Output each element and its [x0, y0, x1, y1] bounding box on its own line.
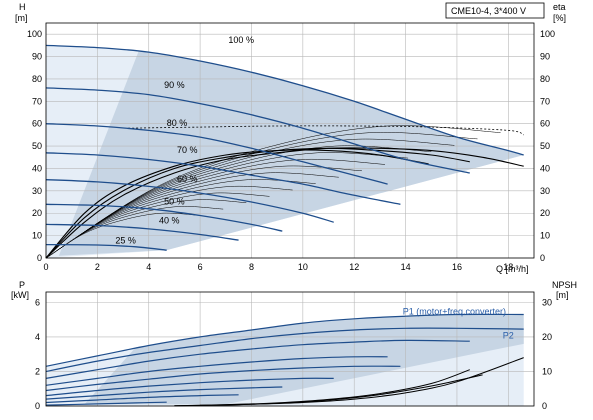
- power-ticks: 0 2 4 6 0 10 20 30: [35, 297, 552, 411]
- qh-y-tick-label: 0: [37, 253, 42, 263]
- qh-y-tick-label: 30: [32, 186, 42, 196]
- power-ylabel-left: P: [19, 280, 25, 290]
- power-y-tick-label: 6: [35, 297, 40, 307]
- qh-y-right-tick-label: 50: [540, 141, 550, 151]
- qh-y-right-tick-label: 40: [540, 163, 550, 173]
- power-curve: [45, 327, 524, 373]
- qh-yunit-left: [m]: [15, 13, 28, 23]
- qh-curves: [45, 44, 524, 259]
- qh-x-tick-label: 10: [298, 262, 308, 272]
- qh-yunit-right: [%]: [553, 13, 566, 23]
- qh-frame: [45, 22, 535, 259]
- power-curve: [45, 377, 334, 397]
- qh-y-right-tick-label: 100: [540, 29, 555, 39]
- power-series-label: P1 (motor+freq.converter): [403, 306, 506, 316]
- efficiency-curve: [45, 147, 524, 259]
- speed-curve: [45, 223, 239, 241]
- power-series-label: P2: [503, 331, 514, 341]
- qh-y-tick-label: 20: [32, 208, 42, 218]
- qh-xlabel: Q [m³/h]: [496, 264, 529, 274]
- speed-curve: [45, 243, 167, 251]
- qh-title-box: CME10-4, 3*400 V: [445, 2, 545, 19]
- npsh-y-tick-label: 20: [542, 332, 552, 342]
- speed-curve-label: 100 %: [228, 35, 254, 45]
- power-series-labels: P1 (motor+freq.converter) P2: [403, 306, 514, 340]
- power-frame: [45, 291, 535, 407]
- qh-x-tick-label: 12: [349, 262, 359, 272]
- speed-curve: [45, 152, 401, 205]
- speed-curve-label: 90 %: [164, 80, 185, 90]
- npsh-y-tick-label: 10: [542, 366, 552, 376]
- chart-title: CME10-4, 3*400 V: [451, 6, 526, 16]
- power-curve: [45, 401, 167, 406]
- npsh-y-tick-label: 0: [542, 401, 547, 411]
- speed-curve: [45, 44, 524, 156]
- qh-ticks: 0 2 4 6 8 10 12 14 16 18 0 10 20 30 40 50 60 70 80 90 100 0 10…: [27, 29, 555, 272]
- efficiency-curve: [45, 149, 429, 259]
- qh-y-right-tick-label: 60: [540, 119, 550, 129]
- qh-y-right-tick-label: 0: [540, 253, 545, 263]
- power-y-tick-label: 2: [35, 366, 40, 376]
- qh-ylabel-right: eta: [553, 2, 566, 12]
- qh-x-tick-label: 16: [452, 262, 462, 272]
- qh-y-tick-label: 60: [32, 119, 42, 129]
- qh-y-right-tick-label: 10: [540, 231, 550, 241]
- qh-x-tick-label: 18: [503, 262, 513, 272]
- power-curve: [45, 386, 283, 400]
- qh-x-tick-label: 8: [249, 262, 254, 272]
- npsh-y-tick-label: 30: [542, 297, 552, 307]
- qh-y-tick-label: 70: [32, 96, 42, 106]
- power-curve: [45, 313, 524, 367]
- qh-y-right-tick-label: 90: [540, 52, 550, 62]
- qh-y-right-tick-label: 20: [540, 208, 550, 218]
- speed-curve: [45, 179, 334, 223]
- qh-y-tick-label: 90: [32, 52, 42, 62]
- speed-curve-label: 50 %: [164, 196, 185, 206]
- speed-curve: [45, 203, 283, 232]
- power-curves: [45, 313, 524, 407]
- power-curve: [45, 394, 239, 404]
- qh-y-tick-label: 100: [27, 29, 42, 39]
- speed-curve-label: 70 %: [177, 145, 198, 155]
- power-y-tick-label: 0: [35, 401, 40, 411]
- qh-y-tick-label: 40: [32, 163, 42, 173]
- speed-curve-label: 80 %: [167, 118, 188, 128]
- speed-curve-label: 40 %: [159, 215, 180, 225]
- qh-y-tick-label: 10: [32, 231, 42, 241]
- npsh-curve: [174, 374, 483, 407]
- qh-speed-labels: 100 % 90 % 80 % 70 % 60 % 50 % 40 % 25 %: [115, 35, 254, 245]
- speed-curve: [45, 87, 470, 174]
- qh-y-right-tick-label: 80: [540, 74, 550, 84]
- max-efficiency-curve: [128, 125, 524, 136]
- qh-x-tick-label: 6: [198, 262, 203, 272]
- speed-curve-label: 60 %: [177, 174, 198, 184]
- qh-y-tick-label: 80: [32, 74, 42, 84]
- power-ylabel-right: NPSH: [552, 280, 577, 290]
- qh-x-tick-label: 14: [401, 262, 411, 272]
- power-plot-frame: [45, 291, 535, 407]
- qh-band-dark: [58, 51, 524, 256]
- power-curve: [45, 339, 470, 379]
- power-y-tick-label: 4: [35, 332, 40, 342]
- efficiency-curve: [45, 147, 470, 259]
- qh-y-right-tick-label: 70: [540, 96, 550, 106]
- qh-x-tick-label: 4: [146, 262, 151, 272]
- qh-plot-frame: [45, 22, 535, 259]
- title-box-frame: [445, 2, 545, 19]
- power-yunit-left: [kW]: [11, 290, 29, 300]
- speed-curve: [45, 123, 388, 185]
- speed-curve-label: 25 %: [115, 235, 136, 245]
- qh-ylabel-left: H: [19, 2, 26, 12]
- qh-y-right-tick-label: 30: [540, 186, 550, 196]
- qh-y-tick-label: 50: [32, 141, 42, 151]
- qh-x-tick-label: 0: [43, 262, 48, 272]
- power-curve: [45, 365, 401, 392]
- power-yunit-right: [m]: [556, 290, 569, 300]
- power-curve: [45, 356, 388, 386]
- qh-x-tick-label: 2: [95, 262, 100, 272]
- efficiency-contour-line: [45, 125, 501, 259]
